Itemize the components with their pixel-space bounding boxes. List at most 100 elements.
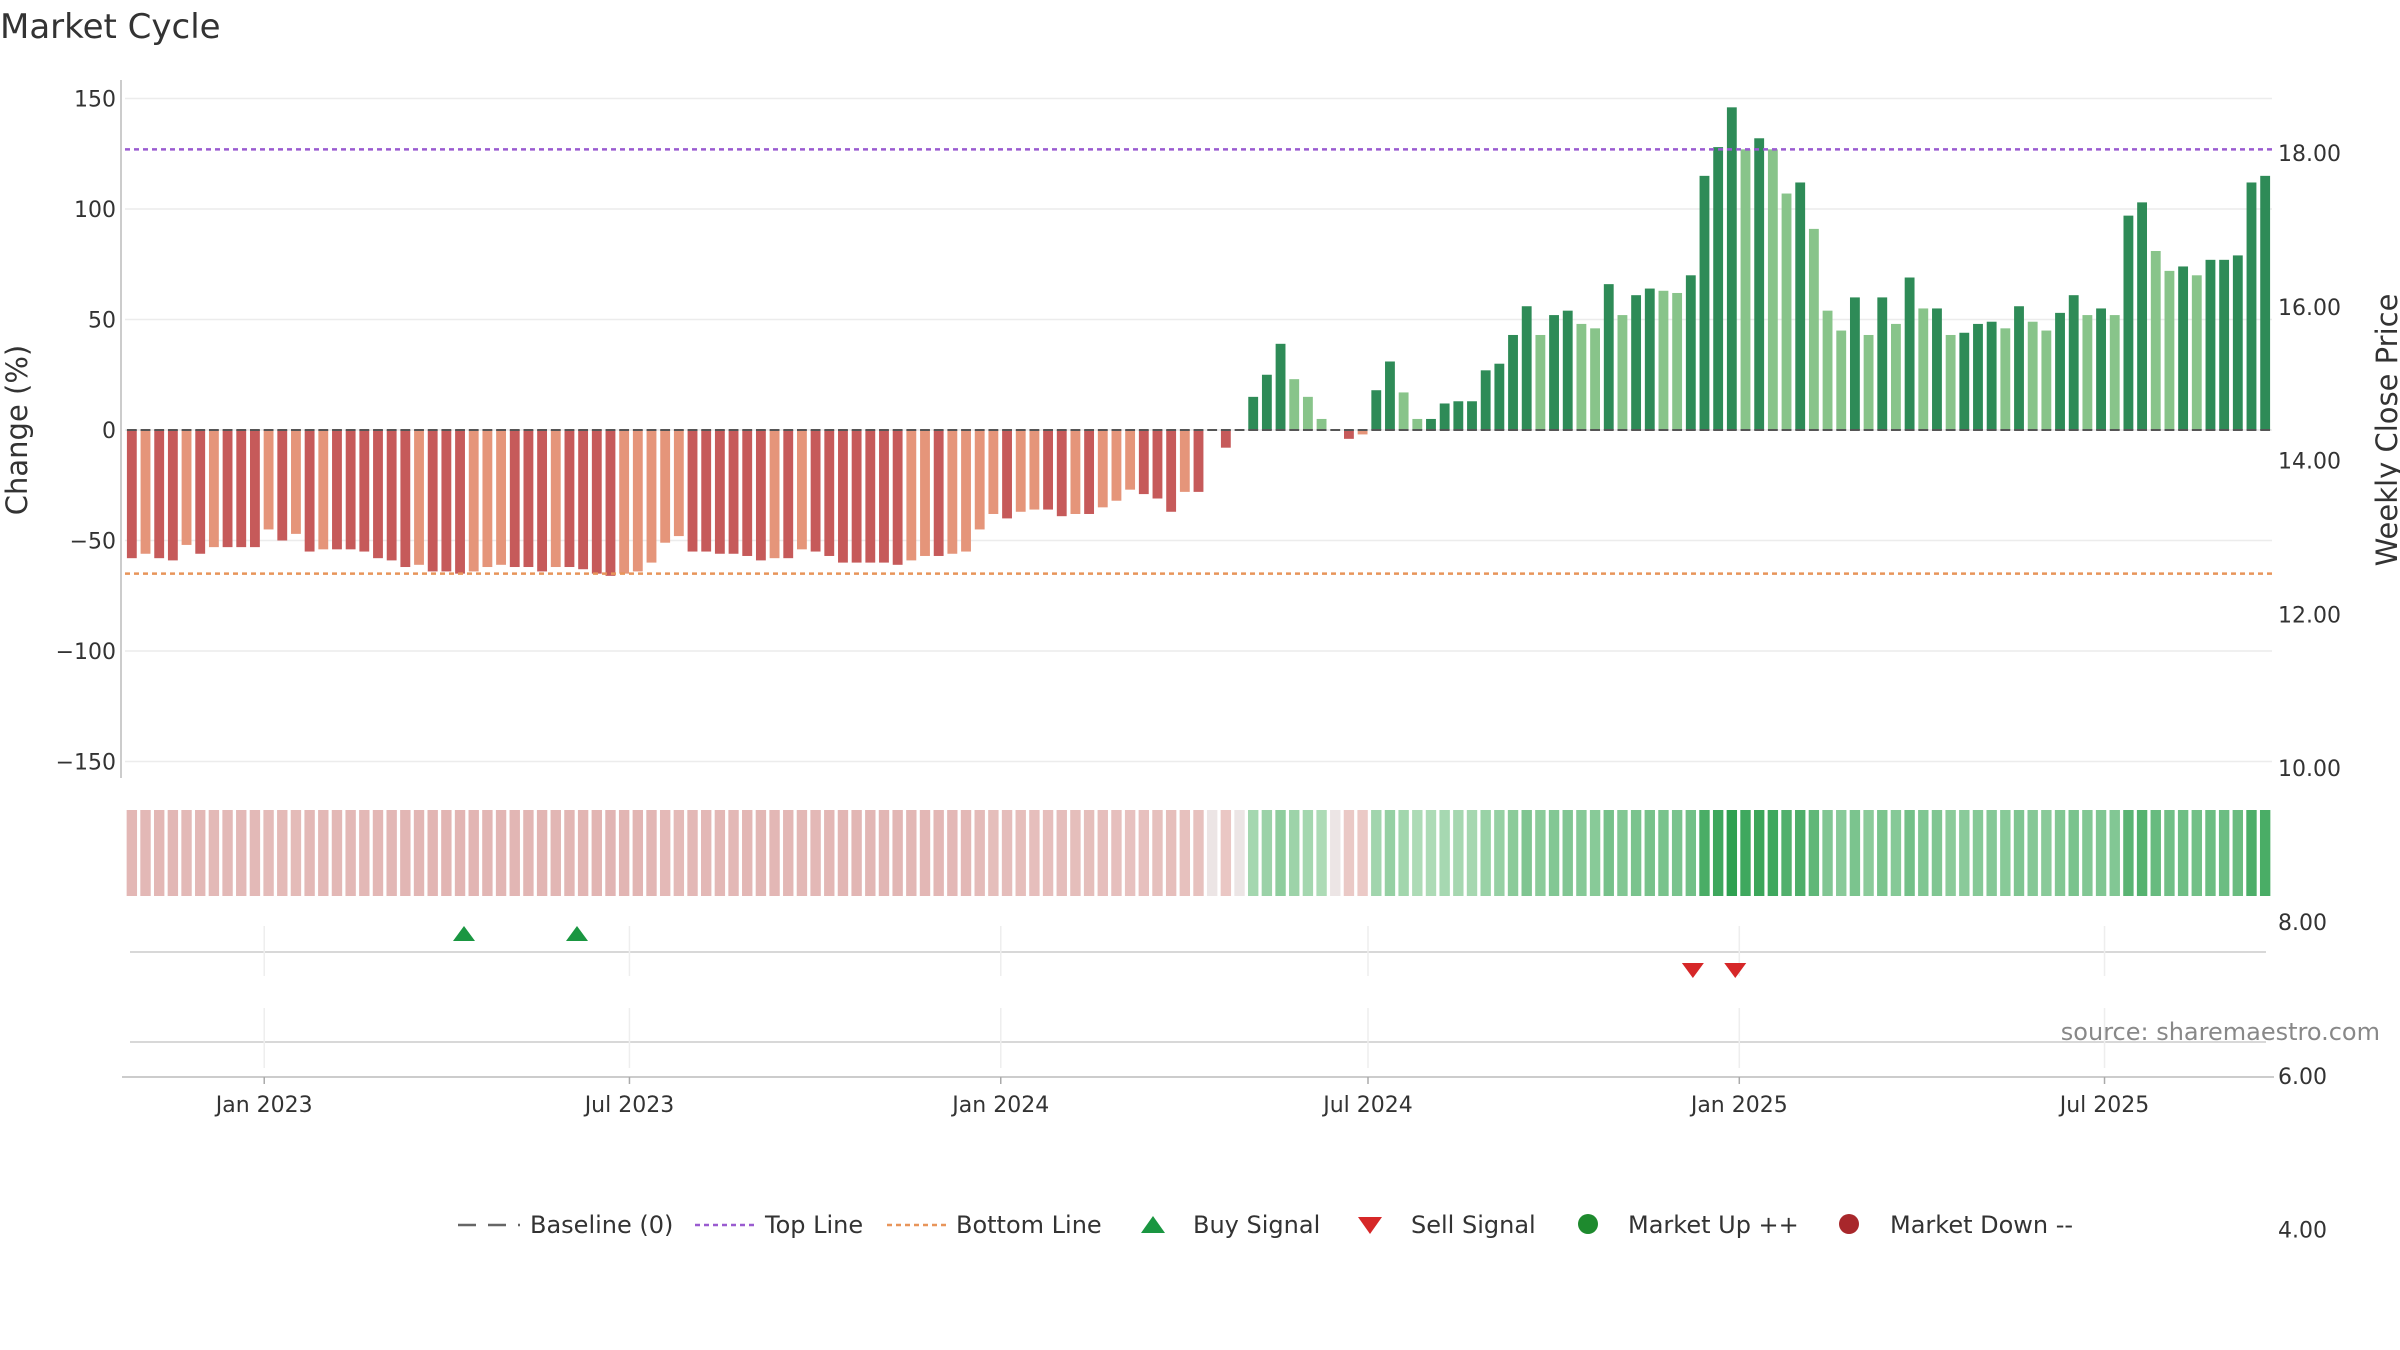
strip-cell — [413, 810, 425, 896]
strip-cell — [1412, 810, 1423, 896]
strip-cell — [236, 810, 247, 896]
change-bar — [810, 430, 821, 552]
legend-item: Market Up ++ — [1578, 1211, 1799, 1239]
strip-cell — [1138, 810, 1149, 896]
strip-cell — [632, 810, 644, 896]
change-bar — [1685, 275, 1696, 430]
change-bar — [1056, 430, 1067, 517]
legend-item: Top Line — [695, 1211, 863, 1239]
change-bar — [1289, 379, 1300, 430]
change-bar — [2000, 328, 2011, 430]
change-bar — [933, 430, 944, 556]
change-bar — [1029, 430, 1040, 510]
strip-cell — [1330, 810, 1341, 896]
strip-cell — [1671, 810, 1683, 896]
x-tick-label: Jul 2023 — [583, 1093, 675, 1118]
strip-cell — [755, 810, 767, 896]
change-bar — [181, 430, 192, 545]
strip-cell — [509, 810, 520, 896]
y2-tick-label: 18.00 — [2278, 142, 2341, 167]
legend-label: Top Line — [764, 1211, 863, 1239]
strip-cell — [591, 810, 602, 896]
change-bar — [920, 430, 930, 556]
strip-cell — [1494, 810, 1505, 896]
strip-cell — [427, 810, 438, 896]
strip-cell — [153, 810, 165, 896]
change-bar — [455, 430, 465, 574]
strip-cell — [1165, 810, 1177, 896]
change-bar — [1439, 403, 1450, 430]
change-bar — [1932, 308, 1942, 430]
change-bar — [605, 430, 616, 576]
strip-cell — [1712, 810, 1724, 896]
y2-tick-label: 16.00 — [2278, 296, 2341, 321]
legend-swatch — [1839, 1214, 1859, 1234]
change-bar — [961, 430, 971, 552]
strip-cell — [1261, 810, 1273, 896]
change-bar — [1480, 370, 1491, 430]
change-bar — [701, 430, 712, 552]
change-bar — [687, 430, 698, 552]
change-bar — [1138, 430, 1149, 495]
strip-cell — [1234, 810, 1245, 896]
strip-cell — [810, 810, 821, 896]
change-bar — [1549, 315, 1559, 430]
strip-cell — [1535, 810, 1546, 896]
strip-cell — [1042, 810, 1054, 896]
change-bar — [1631, 295, 1642, 430]
change-bar — [1617, 315, 1628, 430]
change-bar — [564, 430, 575, 568]
change-bar — [1535, 334, 1546, 430]
strip-cell — [441, 810, 452, 896]
change-bar — [1808, 228, 1819, 430]
strip-cell — [1986, 810, 1997, 896]
change-bar — [2055, 312, 2065, 430]
change-bar — [974, 430, 985, 530]
strip-cell — [386, 810, 397, 896]
y2-tick-label: 6.00 — [2278, 1065, 2327, 1090]
strip-cell — [1863, 810, 1874, 896]
strip-cell — [1507, 810, 1519, 896]
change-bar — [1603, 284, 1614, 430]
strip-cell — [1918, 810, 1929, 896]
strip-cell — [2191, 810, 2202, 896]
strip-cell — [564, 810, 575, 896]
strip-cell — [1220, 810, 1232, 896]
legend-label: Market Down -- — [1890, 1211, 2073, 1239]
strip-cell — [728, 810, 739, 896]
change-bar — [796, 430, 807, 550]
strip-cell — [495, 810, 507, 896]
strip-cell — [1015, 810, 1026, 896]
change-bar — [1248, 396, 1259, 430]
change-bar — [236, 430, 247, 548]
change-bar — [222, 430, 233, 548]
y-tick-label: −50 — [70, 530, 116, 555]
chart-title: Market Cycle — [0, 7, 221, 47]
change-bar — [728, 430, 739, 554]
x-tick-label: Jan 2025 — [1689, 1093, 1788, 1118]
strip-cell — [1343, 810, 1355, 896]
strip-cell — [974, 810, 985, 896]
strip-cell — [618, 810, 630, 896]
strip-cell — [1836, 810, 1847, 896]
strip-cell — [2000, 810, 2011, 896]
change-bar — [1302, 396, 1313, 430]
change-bar — [1973, 323, 1983, 430]
change-bar — [1275, 343, 1286, 430]
strip-cell — [2123, 810, 2134, 896]
strip-cell — [851, 810, 862, 896]
change-bar — [1945, 334, 1956, 430]
strip-cell — [2027, 810, 2038, 896]
legend-label: Bottom Line — [956, 1211, 1102, 1239]
strip-cell — [687, 810, 698, 896]
change-bar — [1166, 430, 1177, 512]
change-bar — [1726, 107, 1737, 430]
y2-tick-label: 12.00 — [2278, 603, 2341, 628]
strip-cell — [2013, 810, 2025, 896]
y-tick-label: 50 — [88, 309, 116, 334]
change-bar — [496, 430, 506, 565]
change-bar — [195, 430, 206, 554]
change-bar — [1836, 330, 1847, 430]
change-bar — [1179, 430, 1190, 492]
change-bar — [851, 430, 862, 563]
